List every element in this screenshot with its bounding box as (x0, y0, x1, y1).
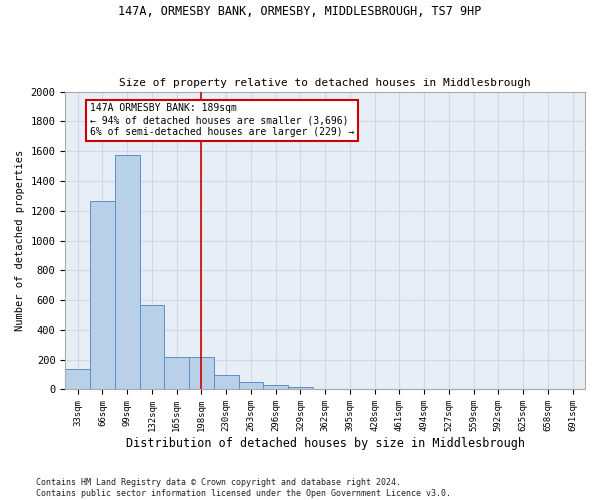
Bar (65, 369, 90, 390)
Title: Size of property relative to detached houses in Middlesbrough: Size of property relative to detached ho… (119, 78, 531, 88)
Bar (140, 306, 164, 390)
Bar (288, 387, 313, 390)
Bar (239, 382, 263, 390)
Text: Contains HM Land Registry data © Crown copyright and database right 2024.
Contai: Contains HM Land Registry data © Crown c… (36, 478, 451, 498)
Text: 147A ORMESBY BANK: 189sqm
← 94% of detached houses are smaller (3,696)
6% of sem: 147A ORMESBY BANK: 189sqm ← 94% of detac… (90, 104, 355, 136)
Bar (115, 155, 140, 390)
Bar (214, 376, 239, 390)
Bar (90, 200, 115, 390)
Text: 147A, ORMESBY BANK, ORMESBY, MIDDLESBROUGH, TS7 9HP: 147A, ORMESBY BANK, ORMESBY, MIDDLESBROU… (118, 5, 482, 18)
Bar (263, 386, 288, 390)
Bar (164, 356, 189, 390)
X-axis label: Distribution of detached houses by size in Middlesbrough: Distribution of detached houses by size … (125, 437, 524, 450)
Y-axis label: Number of detached properties: Number of detached properties (15, 150, 25, 331)
Bar (189, 358, 214, 390)
